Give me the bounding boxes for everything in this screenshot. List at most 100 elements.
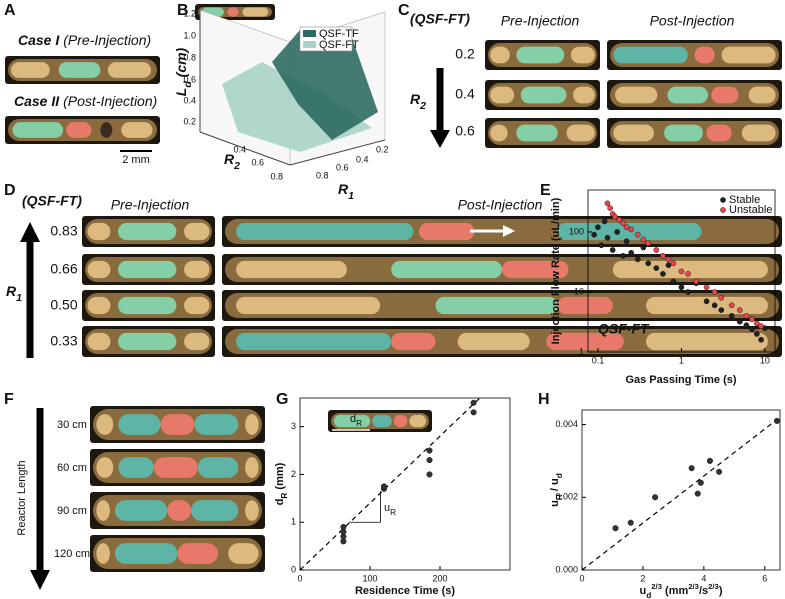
point <box>470 409 477 416</box>
point <box>728 313 735 319</box>
r2-tick-label: 0.6 <box>251 157 264 167</box>
panel-label: D <box>4 182 16 199</box>
label-part: R <box>280 493 289 499</box>
r2-tick-label: 0.4 <box>233 144 246 154</box>
point <box>426 447 433 454</box>
point <box>728 302 735 309</box>
slug <box>612 260 768 279</box>
slug <box>96 500 110 521</box>
slug <box>114 543 178 564</box>
slug <box>418 222 475 241</box>
case-title: Case I (Pre-Injection) <box>18 32 151 48</box>
fit-line <box>581 416 781 571</box>
label-part: 2 <box>419 100 426 112</box>
point <box>703 284 710 291</box>
point <box>758 336 764 343</box>
slug <box>706 124 732 142</box>
slug <box>435 296 558 315</box>
column-title: Pre-Injection <box>501 13 580 29</box>
point <box>754 320 760 327</box>
slug <box>741 124 776 142</box>
point <box>711 289 718 295</box>
label-part: R <box>338 181 349 197</box>
point <box>627 519 634 526</box>
row-value: 0.50 <box>50 297 77 313</box>
slug <box>721 46 776 64</box>
label-part: 2/3 <box>688 582 699 591</box>
point <box>665 256 672 263</box>
label-part: u <box>384 502 390 514</box>
label-part: R <box>6 283 17 299</box>
plot-3d <box>199 9 386 166</box>
point <box>758 323 764 329</box>
slug <box>10 62 50 78</box>
z-tick-label: 0.4 <box>183 95 196 105</box>
slug <box>191 500 239 521</box>
slug <box>87 260 111 279</box>
slug <box>372 414 392 428</box>
label-part: d <box>646 591 651 599</box>
x-tick-label: 10 <box>760 355 770 365</box>
slug <box>242 7 269 17</box>
mode-label: (QSF-FT) <box>22 193 82 209</box>
annotation: dR <box>350 413 362 428</box>
point <box>640 244 647 251</box>
point <box>718 307 725 313</box>
slug <box>184 260 210 279</box>
slug <box>516 46 565 64</box>
point <box>670 278 677 285</box>
annotation: QSF-FT <box>598 321 650 337</box>
slug <box>118 332 177 351</box>
slug <box>96 414 114 435</box>
row-value: 0.2 <box>455 46 475 62</box>
x-tick-label: 100 <box>362 573 377 583</box>
slug <box>87 296 111 315</box>
label-part: 2/3 <box>708 582 719 591</box>
point <box>591 231 597 238</box>
slug <box>118 414 161 435</box>
label-part: d <box>555 473 564 478</box>
y-tick-label: 0.004 <box>555 419 578 429</box>
y-tick-label: 0 <box>291 564 296 574</box>
panel-label: G <box>276 391 288 408</box>
slug <box>694 46 715 64</box>
point <box>736 318 743 325</box>
r1-tick-label: 0.8 <box>316 170 329 180</box>
point <box>426 457 433 464</box>
slug <box>748 86 776 104</box>
point <box>340 524 347 531</box>
point <box>628 249 634 256</box>
x-axis-title: Gas Passing Time (s) <box>625 374 736 386</box>
z-tick-label: 1.2 <box>183 8 196 18</box>
y-axis-title: uR / ud <box>549 473 564 507</box>
point <box>711 302 718 309</box>
label-part: d <box>182 81 194 88</box>
y-tick-label: 2 <box>291 469 296 479</box>
arrow-head <box>20 222 40 242</box>
slug <box>667 86 709 104</box>
point <box>660 253 666 259</box>
slug <box>118 296 177 315</box>
axis-title: R2 <box>410 91 426 112</box>
slug <box>184 296 210 315</box>
slug <box>236 332 392 351</box>
point <box>678 268 685 275</box>
axis-title: R1 <box>6 283 22 304</box>
point <box>678 284 685 291</box>
label-part: 1 <box>348 190 354 202</box>
r1-tick-label: 0.2 <box>376 144 389 154</box>
point <box>718 294 725 301</box>
label-part: R <box>390 508 396 517</box>
plot-3d-labels: 1.2 1.0 0.8 0.6 0.4 0.2 0.4 0.6 0.8 0.8 0.6 0.4 0.2 L… <box>173 8 389 201</box>
y-tick-label: 0.002 <box>555 492 578 502</box>
fit-line <box>299 397 481 571</box>
point <box>645 260 652 267</box>
x-tick-label: 0 <box>297 573 302 583</box>
row-value: 0.4 <box>455 86 475 102</box>
slug <box>646 332 768 351</box>
slug <box>96 457 114 478</box>
row-value: 90 cm <box>57 505 87 517</box>
point <box>623 238 630 245</box>
point <box>604 200 611 207</box>
